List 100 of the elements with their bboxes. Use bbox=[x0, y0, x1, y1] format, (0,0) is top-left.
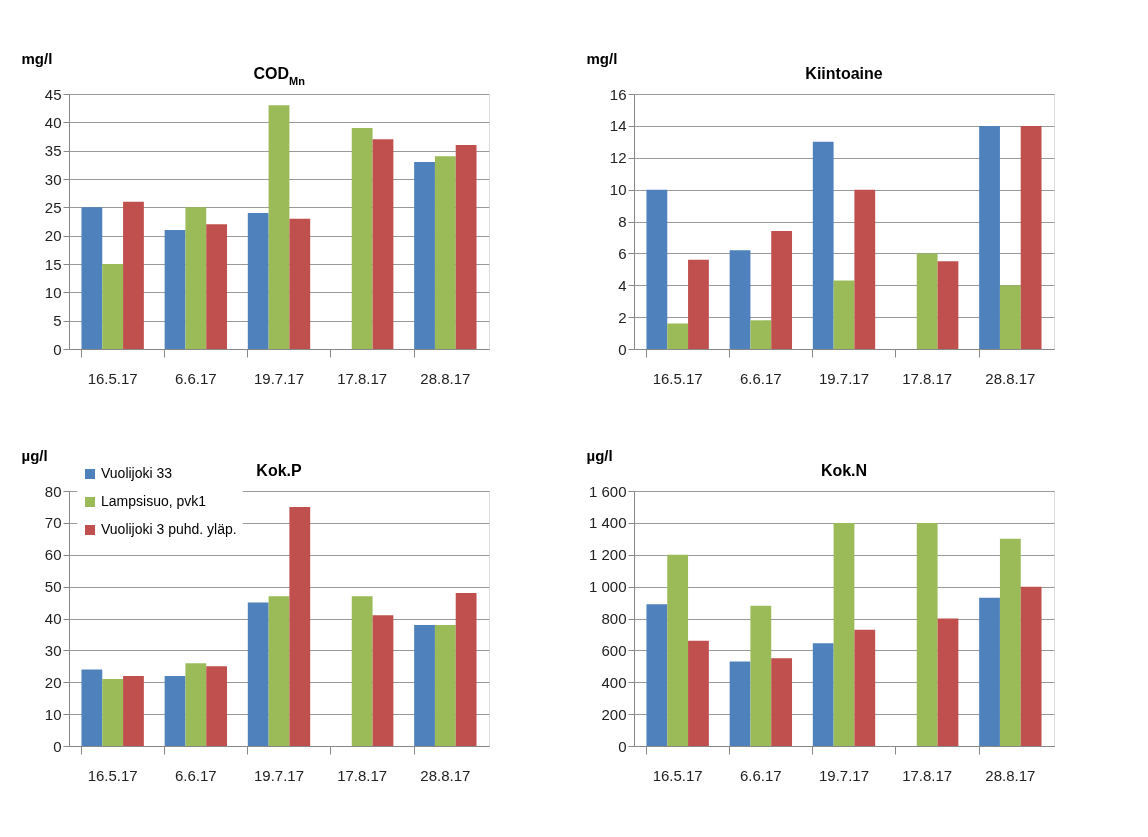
x-tick-label: 6.6.17 bbox=[174, 369, 217, 387]
y-tick-label: 600 bbox=[601, 641, 627, 659]
y-tick-label: 1 400 bbox=[588, 514, 627, 532]
bar bbox=[999, 538, 1021, 746]
bar bbox=[206, 224, 228, 349]
y-tick-label: 15 bbox=[44, 255, 62, 273]
x-tick-label: 16.5.17 bbox=[652, 766, 703, 784]
y-tick-label: 0 bbox=[53, 340, 62, 358]
y-tick-label: 200 bbox=[601, 705, 627, 723]
x-tick-label: 19.7.17 bbox=[253, 766, 305, 784]
y-tick-label: 20 bbox=[44, 673, 62, 691]
bar bbox=[854, 629, 876, 746]
bar bbox=[729, 661, 751, 746]
x-tick-label: 6.6.17 bbox=[739, 766, 782, 784]
bar bbox=[206, 666, 228, 746]
bar bbox=[185, 663, 207, 746]
y-tick-label: 10 bbox=[44, 283, 62, 301]
x-tick-label: 17.8.17 bbox=[902, 369, 953, 387]
y-axis-title: mg/l bbox=[21, 49, 53, 67]
y-axis-title: µg/l bbox=[21, 446, 48, 464]
legend-label: Lampsisuo, pvk1 bbox=[101, 493, 207, 509]
y-axis-title: µg/l bbox=[586, 446, 613, 464]
bar bbox=[434, 624, 456, 746]
bar bbox=[854, 189, 876, 349]
bar bbox=[937, 618, 959, 746]
y-tick-label: 800 bbox=[601, 610, 627, 627]
y-tick-label: 8 bbox=[618, 213, 627, 230]
bar bbox=[455, 145, 477, 349]
bar bbox=[771, 231, 793, 349]
bar bbox=[688, 640, 709, 746]
y-tick-label: 400 bbox=[601, 673, 627, 691]
bar bbox=[916, 253, 938, 349]
bar bbox=[372, 139, 394, 349]
y-tick-label: 35 bbox=[44, 142, 62, 160]
y-tick-label: 1 200 bbox=[588, 546, 627, 564]
bar bbox=[646, 189, 668, 349]
y-tick-label: 30 bbox=[44, 641, 62, 659]
x-tick-label: 17.8.17 bbox=[337, 766, 388, 784]
x-tick-label: 19.7.17 bbox=[253, 369, 305, 387]
bar bbox=[833, 522, 855, 746]
y-tick-label: 4 bbox=[618, 276, 627, 294]
bar bbox=[351, 128, 373, 349]
x-tick-label: 6.6.17 bbox=[174, 766, 217, 784]
y-tick-label: 0 bbox=[618, 737, 627, 755]
x-tick-label: 16.5.17 bbox=[87, 369, 138, 387]
y-tick-label: 16 bbox=[609, 85, 627, 103]
bar bbox=[289, 218, 311, 349]
bar bbox=[185, 207, 207, 349]
chart-title: Kok.N bbox=[820, 462, 868, 479]
y-tick-label: 80 bbox=[44, 482, 62, 500]
bar bbox=[812, 643, 834, 746]
bar bbox=[1020, 586, 1042, 746]
x-tick-label: 19.7.17 bbox=[818, 369, 870, 387]
x-tick-label: 28.8.17 bbox=[420, 766, 471, 784]
y-tick-label: 6 bbox=[618, 244, 627, 262]
y-tick-label: 10 bbox=[44, 705, 62, 723]
bar bbox=[414, 624, 435, 746]
bar bbox=[247, 602, 269, 746]
y-tick-label: 40 bbox=[44, 113, 62, 131]
bar bbox=[999, 285, 1021, 349]
chart-title: Kiintoaine bbox=[805, 65, 883, 82]
y-tick-label: 2 bbox=[618, 308, 627, 326]
y-tick-label: 45 bbox=[44, 85, 62, 103]
bar bbox=[750, 605, 772, 746]
y-tick-label: 60 bbox=[44, 546, 62, 564]
bar bbox=[434, 156, 456, 349]
bar bbox=[268, 105, 290, 349]
y-tick-label: 1 000 bbox=[588, 578, 627, 596]
bar bbox=[455, 593, 477, 746]
y-tick-label: 50 bbox=[44, 578, 62, 596]
y-tick-label: 12 bbox=[609, 149, 627, 167]
y-tick-label: 40 bbox=[44, 610, 62, 627]
y-tick-label: 20 bbox=[44, 227, 62, 245]
bar bbox=[102, 264, 124, 349]
bar bbox=[268, 596, 290, 746]
bar bbox=[102, 679, 124, 746]
bar bbox=[771, 658, 793, 746]
bar bbox=[372, 615, 394, 746]
x-tick-label: 6.6.17 bbox=[739, 369, 782, 387]
y-tick-label: 1 600 bbox=[588, 482, 627, 500]
bar bbox=[123, 201, 144, 349]
y-tick-label: 0 bbox=[53, 737, 62, 755]
y-tick-label: 0 bbox=[618, 340, 627, 358]
x-tick-label: 28.8.17 bbox=[985, 369, 1036, 387]
bar bbox=[289, 506, 311, 746]
y-tick-label: 5 bbox=[53, 312, 62, 330]
y-tick-label: 25 bbox=[44, 198, 62, 216]
bar bbox=[164, 675, 186, 746]
bar bbox=[247, 213, 269, 349]
y-tick-label: 10 bbox=[609, 181, 627, 199]
bar bbox=[833, 280, 855, 349]
bar bbox=[81, 669, 103, 746]
y-tick-label: 70 bbox=[44, 514, 62, 532]
bar bbox=[916, 522, 938, 746]
bar bbox=[979, 597, 1000, 746]
bar bbox=[937, 261, 959, 349]
legend-label: Vuolijoki 33 bbox=[101, 465, 173, 481]
bar bbox=[414, 162, 435, 349]
x-tick-label: 28.8.17 bbox=[420, 369, 471, 387]
bar bbox=[164, 230, 186, 349]
